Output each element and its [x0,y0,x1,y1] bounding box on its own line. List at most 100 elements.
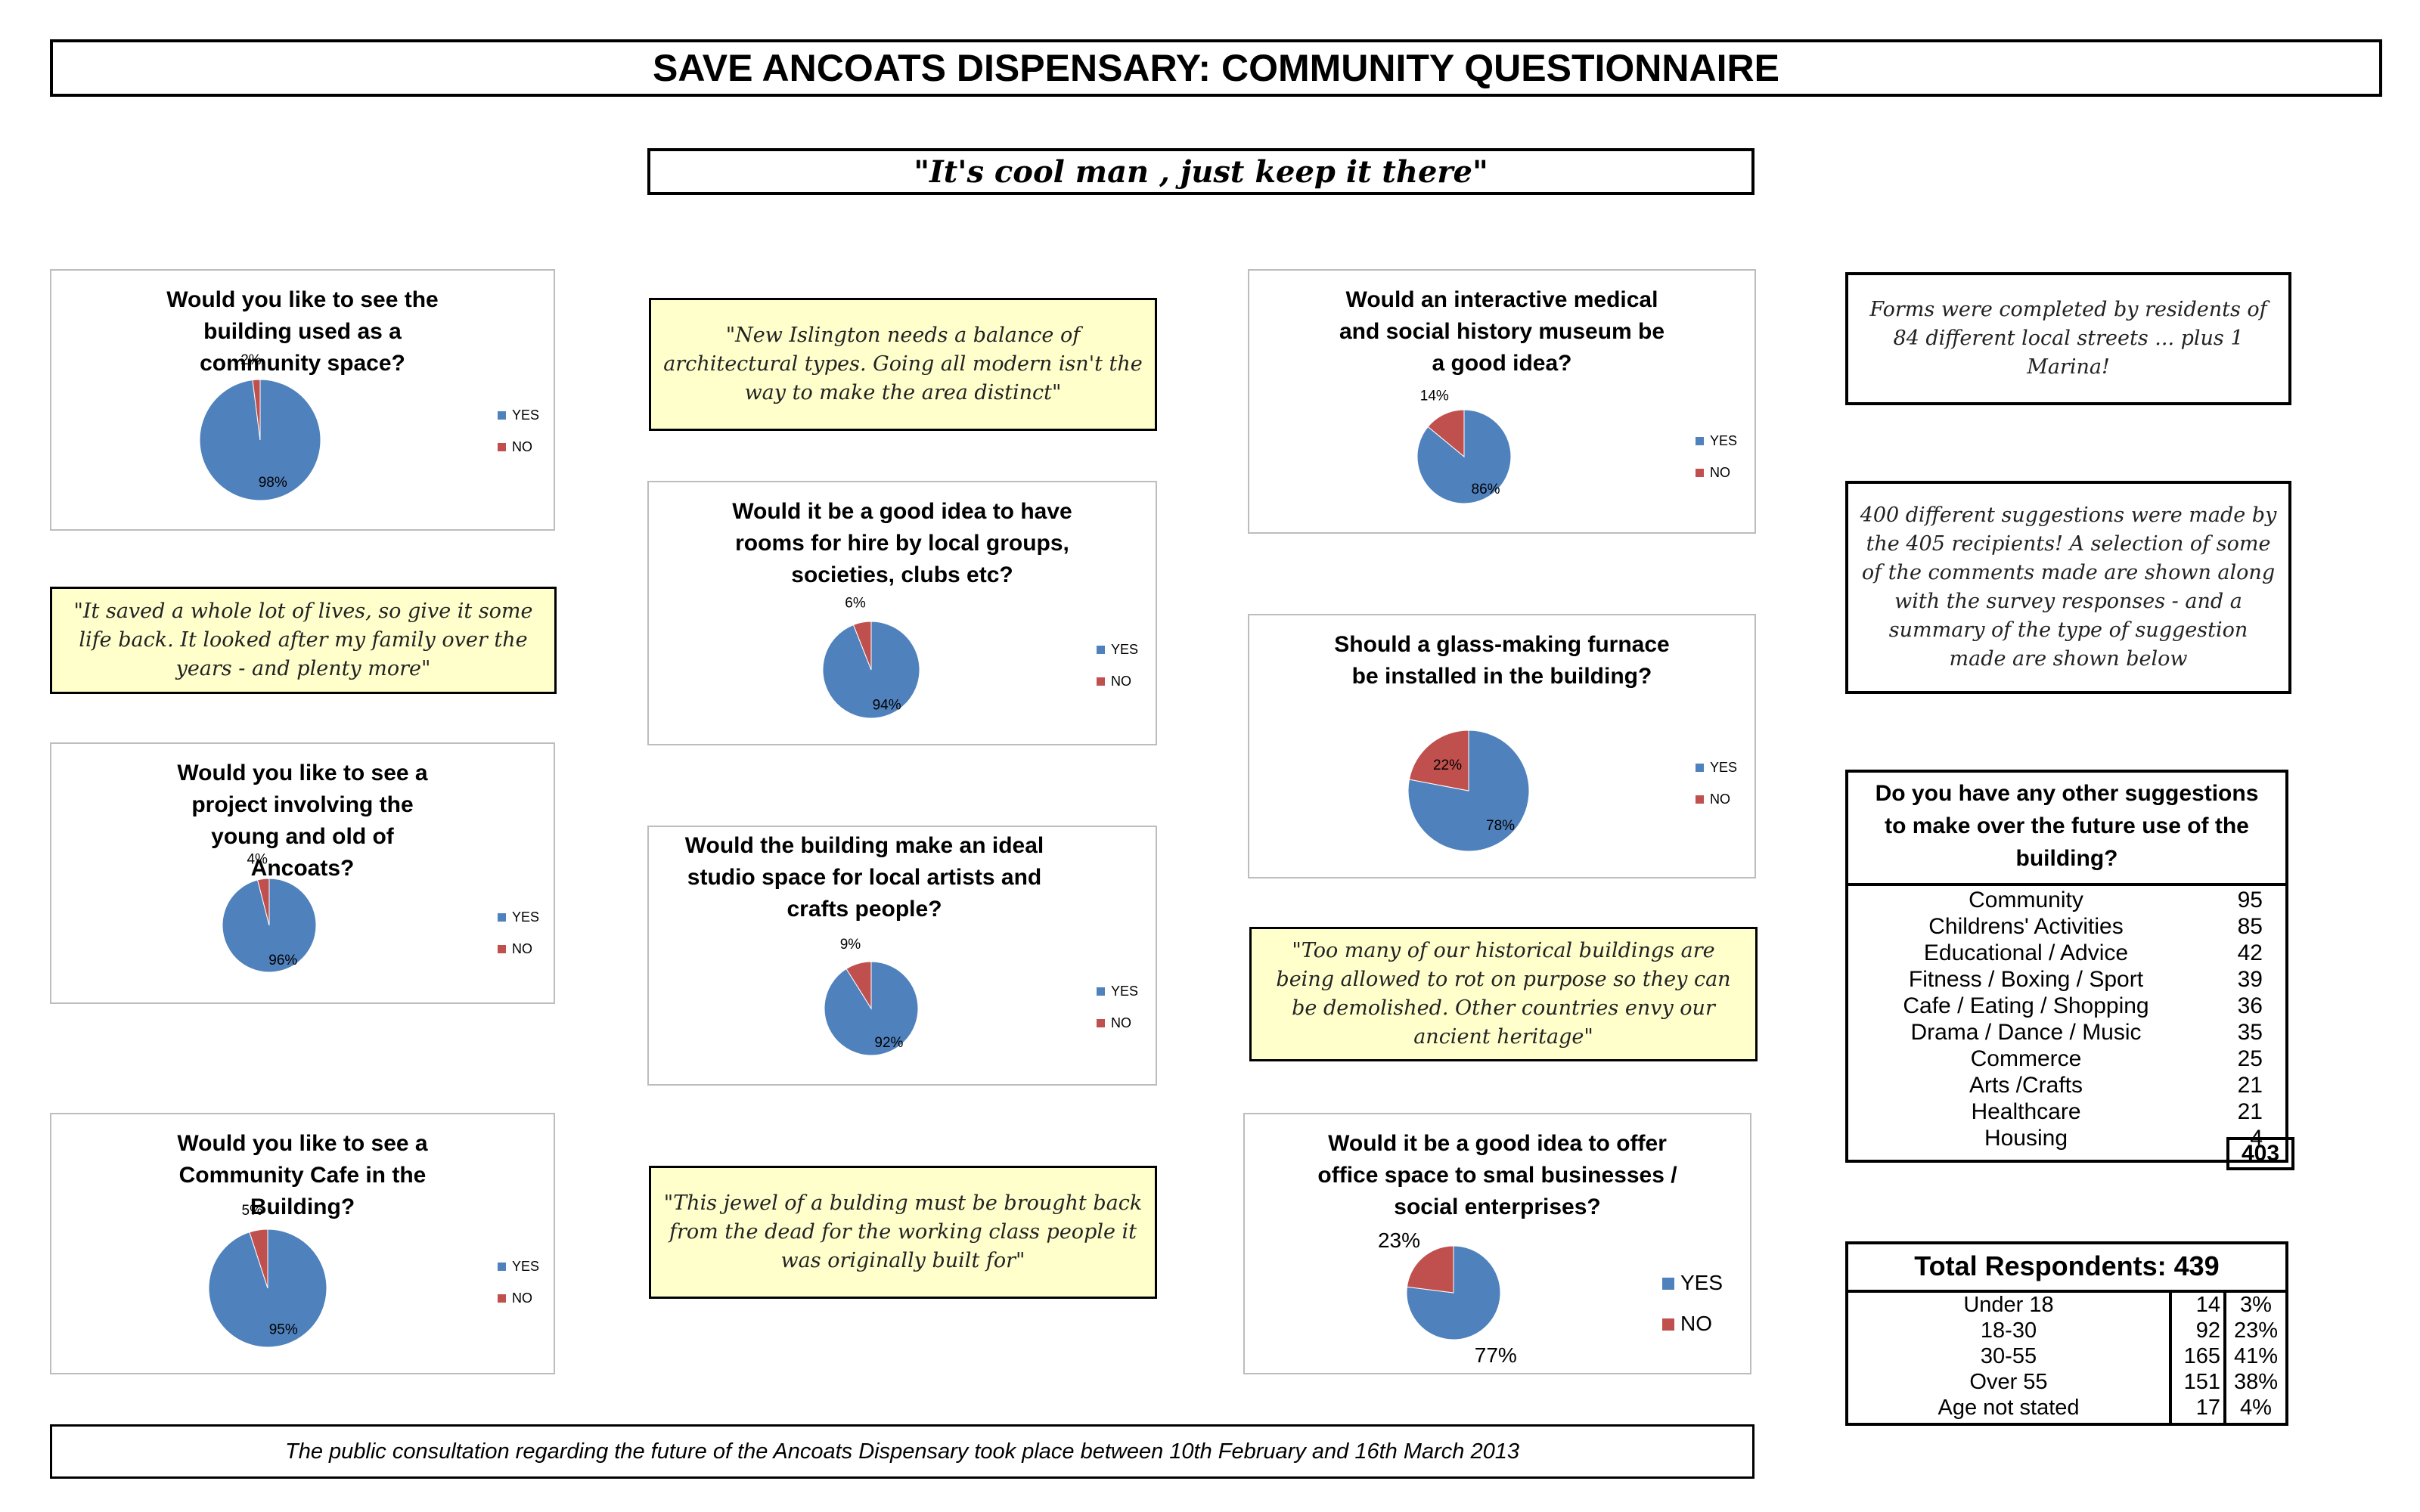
legend-swatch-yes [1696,764,1704,772]
legend-label-yes: YES [512,909,539,925]
row-value: 25 [2237,1046,2263,1071]
table-row: Healthcare 21 [1848,1099,2288,1126]
row-value: 21 [2237,1073,2263,1098]
info-suggestions: 400 different suggestions were made by t… [1845,481,2291,694]
row-label: Arts /Crafts [1969,1073,2083,1098]
legend-label-yes: YES [1680,1271,1723,1294]
pie-chart-studio-space: 92% 9% YES NO Would the building make an id… [647,826,1157,1086]
row-label: Community [1969,888,2083,912]
table-row: Over 55 151 38% [1848,1370,2285,1396]
pie-chart-young-old-project: 96% 4% YES NO Would you like to see a proje… [50,742,555,1004]
table-row: Commerce 25 [1848,1046,2288,1073]
divider [2169,1293,2172,1423]
pie-slice-no [1408,730,1469,792]
pie-slice-no [1406,1245,1454,1294]
respondents-title: Total Respondents: 439 [1848,1244,2285,1293]
pie-svg: 86% 14% YES NO [1416,388,1737,504]
pie-chart-glass-furnace: 78% 22% YES NO Should a glass-making furnac… [1248,614,1756,878]
legend-label-no: NO [1710,792,1730,807]
legend-swatch-no [1696,469,1704,477]
pie-svg: 95% 5% YES NO [208,1203,539,1348]
age-count: 92 [2195,1318,2220,1343]
age-percent: 4% [2240,1396,2272,1420]
age-percent: 41% [2233,1344,2279,1368]
chart-title: Would an interactive medical and social … [1339,287,1665,376]
row-value: 36 [2237,993,2263,1018]
pie-chart-history-museum: 86% 14% YES NO Would an interactive medical… [1248,269,1756,534]
row-label: Housing [1984,1126,2068,1151]
suggestions-title: Do you have any other suggestions to mak… [1875,781,2259,871]
pie-label-no: 5% [242,1203,263,1219]
pie-label-no: 4% [247,852,268,868]
legend-swatch-no [498,945,506,953]
legend-label-no: NO [1710,465,1730,480]
legend-label-yes: YES [512,1259,539,1274]
age-label: 30-55 [1980,1344,2037,1368]
pie-chart-rooms-for-hire: 94% 6% YES NO Would it be a good idea to ha… [647,481,1157,745]
row-label: Childrens' Activities [1928,914,2124,939]
age-count: 14 [2195,1293,2220,1317]
pie-chart-community-space: 98% 2% YES NO Would you like to see the bui… [50,269,555,531]
table-row: Cafe / Eating / Shopping 36 [1848,993,2288,1020]
legend-label-yes: YES [1111,642,1138,657]
age-count: 17 [2195,1396,2220,1420]
row-label: Commerce [1970,1046,2082,1071]
quote-saved-lives: "It saved a whole lot of lives, so give … [50,587,557,694]
legend-swatch-no [1097,677,1105,686]
legend-label-yes: YES [512,407,539,423]
quote-new-islington: "New Islington needs a balance of archit… [649,298,1157,431]
pie-svg: 98% 2% YES NO [199,352,539,501]
pie-label-yes: 98% [259,475,287,491]
row-label: Educational / Advice [1923,940,2129,965]
pie-label-yes: 96% [268,953,297,968]
legend-swatch-yes [498,1263,506,1271]
legend-label-no: NO [512,1290,532,1306]
pie-label-no: 9% [840,937,861,953]
pie-chart-community-cafe: 95% 5% YES NO Would you like to see a Commu… [50,1113,555,1374]
pie-svg: 96% 4% YES NO [222,852,539,973]
legend-swatch-no [498,1294,506,1303]
page-title: SAVE ANCOATS DISPENSARY: COMMUNITY QUEST… [50,39,2382,97]
age-label: 18-30 [1980,1318,2037,1343]
suggestions-total: 403 [2226,1137,2294,1170]
legend-swatch-no [498,443,506,451]
age-count: 165 [2183,1344,2220,1368]
legend-swatch-yes [498,411,506,420]
pie-label-no: 22% [1433,758,1462,773]
divider [1848,883,2285,886]
row-label: Cafe / Eating / Shopping [1903,993,2149,1018]
suggestions-table: Do you have any other suggestions to mak… [1845,770,2288,1163]
chart-title: Should a glass-making furnace be install… [1334,632,1670,689]
info-streets: Forms were completed by residents of 84 … [1845,272,2291,405]
pie-label-yes: 92% [874,1035,903,1051]
pie-label-no: 14% [1420,388,1449,404]
pie-slice-no [252,379,261,441]
row-value: 39 [2237,967,2263,992]
pie-slice-no [249,1228,268,1289]
pie-label-yes: 95% [269,1321,298,1337]
respondents-table: Total Respondents: 439 Under 18 14 3% 18-3… [1845,1241,2288,1426]
table-row: Fitness / Boxing / Sport 39 [1848,967,2288,993]
legend-swatch-no [1662,1318,1674,1331]
table-row: Arts /Crafts 21 [1848,1073,2288,1099]
row-value: 42 [2237,940,2263,965]
pie-label-yes: 77% [1475,1343,1517,1367]
age-label: Over 55 [1969,1370,2048,1394]
table-row: Drama / Dance / Music 35 [1848,1020,2288,1046]
age-percent: 3% [2240,1293,2272,1317]
footer-note: The public consultation regarding the fu… [50,1424,1754,1479]
legend-swatch-yes [1097,646,1105,654]
pie-slice-no [845,961,872,1010]
pie-label-yes: 86% [1472,482,1500,497]
pie-label-no: 2% [240,352,262,368]
table-row: Community 95 [1848,888,2288,914]
pie-svg: 94% 6% YES NO [822,595,1138,719]
legend-swatch-yes [1696,437,1704,445]
legend-label-yes: YES [1710,760,1737,775]
row-value: 35 [2237,1020,2263,1045]
legend-label-no: NO [1111,674,1131,689]
main-quote: "It's cool man , just keep it there" [647,148,1754,195]
row-value: 95 [2237,888,2263,912]
table-row: Under 18 14 3% [1848,1293,2285,1318]
pie-svg: 92% 9% YES NO [824,937,1138,1056]
